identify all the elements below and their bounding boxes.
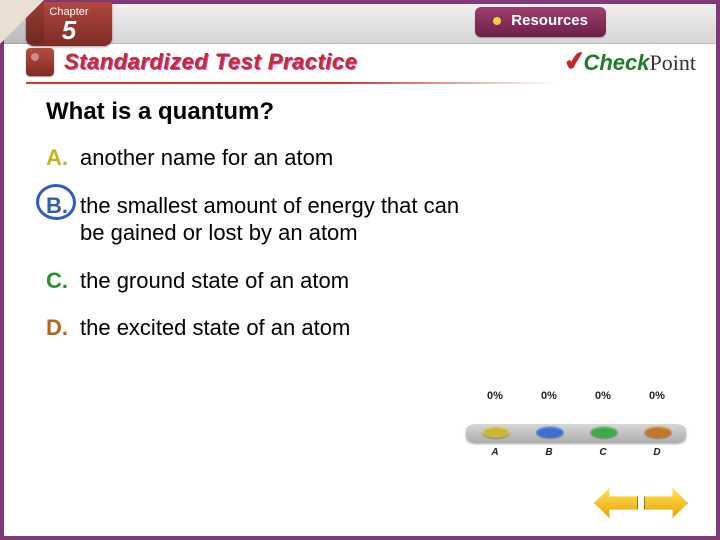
answer-letter: C. xyxy=(46,267,80,295)
answer-letter: B. xyxy=(46,192,80,220)
answer-list: A.another name for an atomB.the smallest… xyxy=(46,144,656,342)
answer-a[interactable]: A.another name for an atom xyxy=(46,144,656,172)
poll-pct-b: 0% xyxy=(534,390,564,402)
checkmark-icon: ✔ xyxy=(562,45,588,79)
poll-label-b: B xyxy=(534,447,564,458)
sub-header: Standardized Test Practice ✔CheckPoint xyxy=(4,44,716,90)
answer-text: the smallest amount of energy that can b… xyxy=(80,192,460,247)
answer-d[interactable]: D.the excited state of an atom xyxy=(46,314,656,342)
poll-label-a: A xyxy=(480,447,510,458)
prev-arrow-button[interactable] xyxy=(594,488,638,518)
resources-button[interactable]: Resources xyxy=(475,7,606,37)
slide-frame: Chapter 5 Resources Standardized Test Pr… xyxy=(0,0,720,540)
question-text: What is a quantum? xyxy=(46,98,656,126)
poll-pct-a: 0% xyxy=(480,390,510,402)
resources-label: Resources xyxy=(511,12,588,29)
subhead-rule xyxy=(26,82,556,84)
subhead-bullet-icon xyxy=(26,48,54,76)
content-area: What is a quantum? A.another name for an… xyxy=(4,90,716,342)
poll-button-d[interactable] xyxy=(644,426,672,438)
answer-c[interactable]: C.the ground state of an atom xyxy=(46,267,656,295)
nav-arrows xyxy=(594,488,688,518)
resources-dot-icon xyxy=(493,17,501,25)
section-title: Standardized Test Practice xyxy=(64,49,357,75)
answer-text: another name for an atom xyxy=(80,144,333,172)
correct-circle-icon xyxy=(36,184,76,220)
answer-text: the excited state of an atom xyxy=(80,314,350,342)
poll-label-d: D xyxy=(642,447,672,458)
poll-button-b[interactable] xyxy=(536,426,564,438)
checkpoint-logo: ✔CheckPoint xyxy=(564,46,696,77)
poll-pct-d: 0% xyxy=(642,390,672,402)
poll-button-c[interactable] xyxy=(590,426,618,438)
poll-widget: 0% 0% 0% 0% A B C D xyxy=(466,390,686,458)
answer-letter: A. xyxy=(46,144,80,172)
answer-b[interactable]: B.the smallest amount of energy that can… xyxy=(46,192,656,247)
top-bar: Chapter 5 Resources xyxy=(4,4,716,44)
answer-letter: D. xyxy=(46,314,80,342)
poll-pct-c: 0% xyxy=(588,390,618,402)
next-arrow-button[interactable] xyxy=(644,488,688,518)
page-fold-decoration xyxy=(0,0,44,44)
poll-label-c: C xyxy=(588,447,618,458)
poll-button-a[interactable] xyxy=(482,426,510,438)
answer-text: the ground state of an atom xyxy=(80,267,349,295)
